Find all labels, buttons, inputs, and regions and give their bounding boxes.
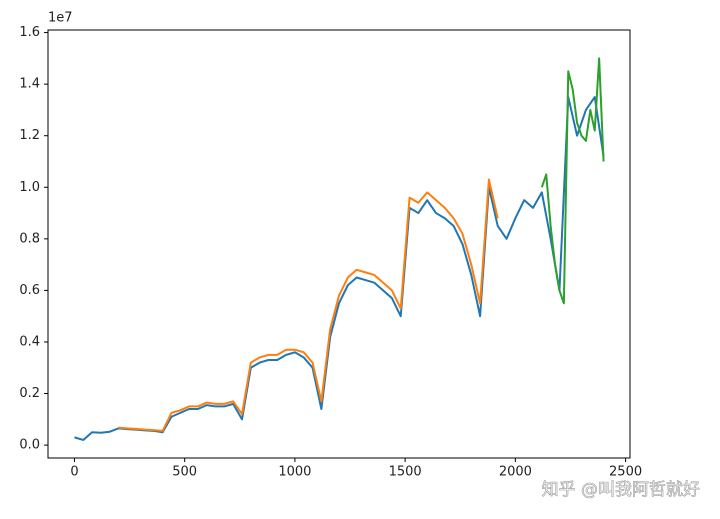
series-line [74, 96, 605, 441]
y-tick-label: 1.2 [19, 128, 40, 143]
x-tick-label: 0 [70, 465, 78, 480]
y-tick-label: 1.4 [19, 77, 40, 92]
x-tick-label: 500 [172, 465, 197, 480]
y-tick-label: 0.2 [19, 386, 40, 401]
x-tick-label: 1000 [278, 465, 311, 480]
y-tick-label: 1.0 [19, 180, 40, 195]
y-tick-label: 0.0 [19, 438, 40, 453]
y-offset-label: 1e7 [48, 11, 73, 26]
plot-frame [47, 29, 631, 459]
y-tick-label: 0.8 [19, 231, 40, 246]
x-tick-label: 2000 [499, 465, 532, 480]
x-tick-label: 2500 [609, 465, 642, 480]
y-tick-label: 1.6 [19, 25, 40, 40]
watermark: 知乎 @叫我阿哲就好 [542, 480, 700, 500]
x-tick-label: 1500 [389, 465, 422, 480]
series-line [118, 178, 499, 432]
y-tick-label: 0.6 [19, 283, 40, 298]
series-line [540, 57, 605, 305]
y-tick-label: 0.4 [19, 334, 40, 349]
